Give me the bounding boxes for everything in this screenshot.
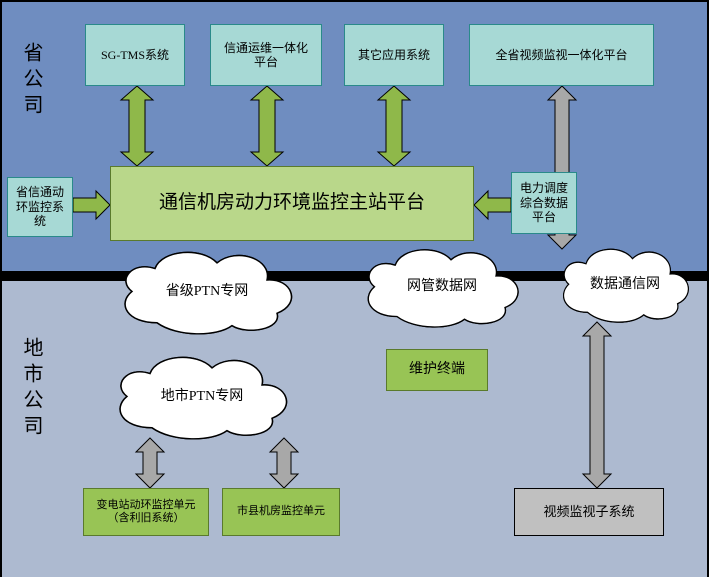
box-main: 通信机房动力环境监控主站平台 — [110, 166, 474, 241]
cloud-label: 数据通信网 — [550, 240, 700, 325]
box-leftside: 省信通动 环监控系 统 — [7, 177, 73, 237]
diagram-stage: 省公司地市公司 省级PTN专网网管数据网数据通信网地市PTN专网 SG-TMS系统信… — [0, 0, 709, 577]
box-video: 全省视频监视一体化平台 — [469, 24, 654, 86]
box-rightside: 电力调度 综合数据 平台 — [511, 172, 577, 234]
cloud-c4: 地市PTN专网 — [102, 347, 302, 442]
region-label-upper: 省公司 — [17, 42, 46, 120]
box-maint: 维护终端 — [386, 349, 488, 391]
cloud-label: 网管数据网 — [352, 240, 532, 330]
cloud-c1: 省级PTN专网 — [107, 242, 307, 337]
a-video — [542, 66, 582, 269]
cloud-c3: 数据通信网 — [550, 240, 700, 325]
box-sub2: 市县机房监控单元 — [222, 488, 340, 536]
cloud-label: 地市PTN专网 — [102, 347, 302, 442]
box-sgtms: SG-TMS系统 — [85, 24, 185, 86]
box-other: 其它应用系统 — [344, 24, 444, 86]
region-label-lower: 地市公司 — [17, 337, 46, 441]
cloud-c2: 网管数据网 — [352, 240, 532, 330]
cloud-label: 省级PTN专网 — [107, 242, 307, 337]
box-sub1: 变电站动环监控单元 （含利旧系统） — [83, 488, 209, 536]
box-videosub: 视频监视子系统 — [514, 488, 664, 536]
box-xintong: 信通运维一体化 平台 — [210, 24, 322, 86]
a-videosub — [577, 302, 617, 508]
